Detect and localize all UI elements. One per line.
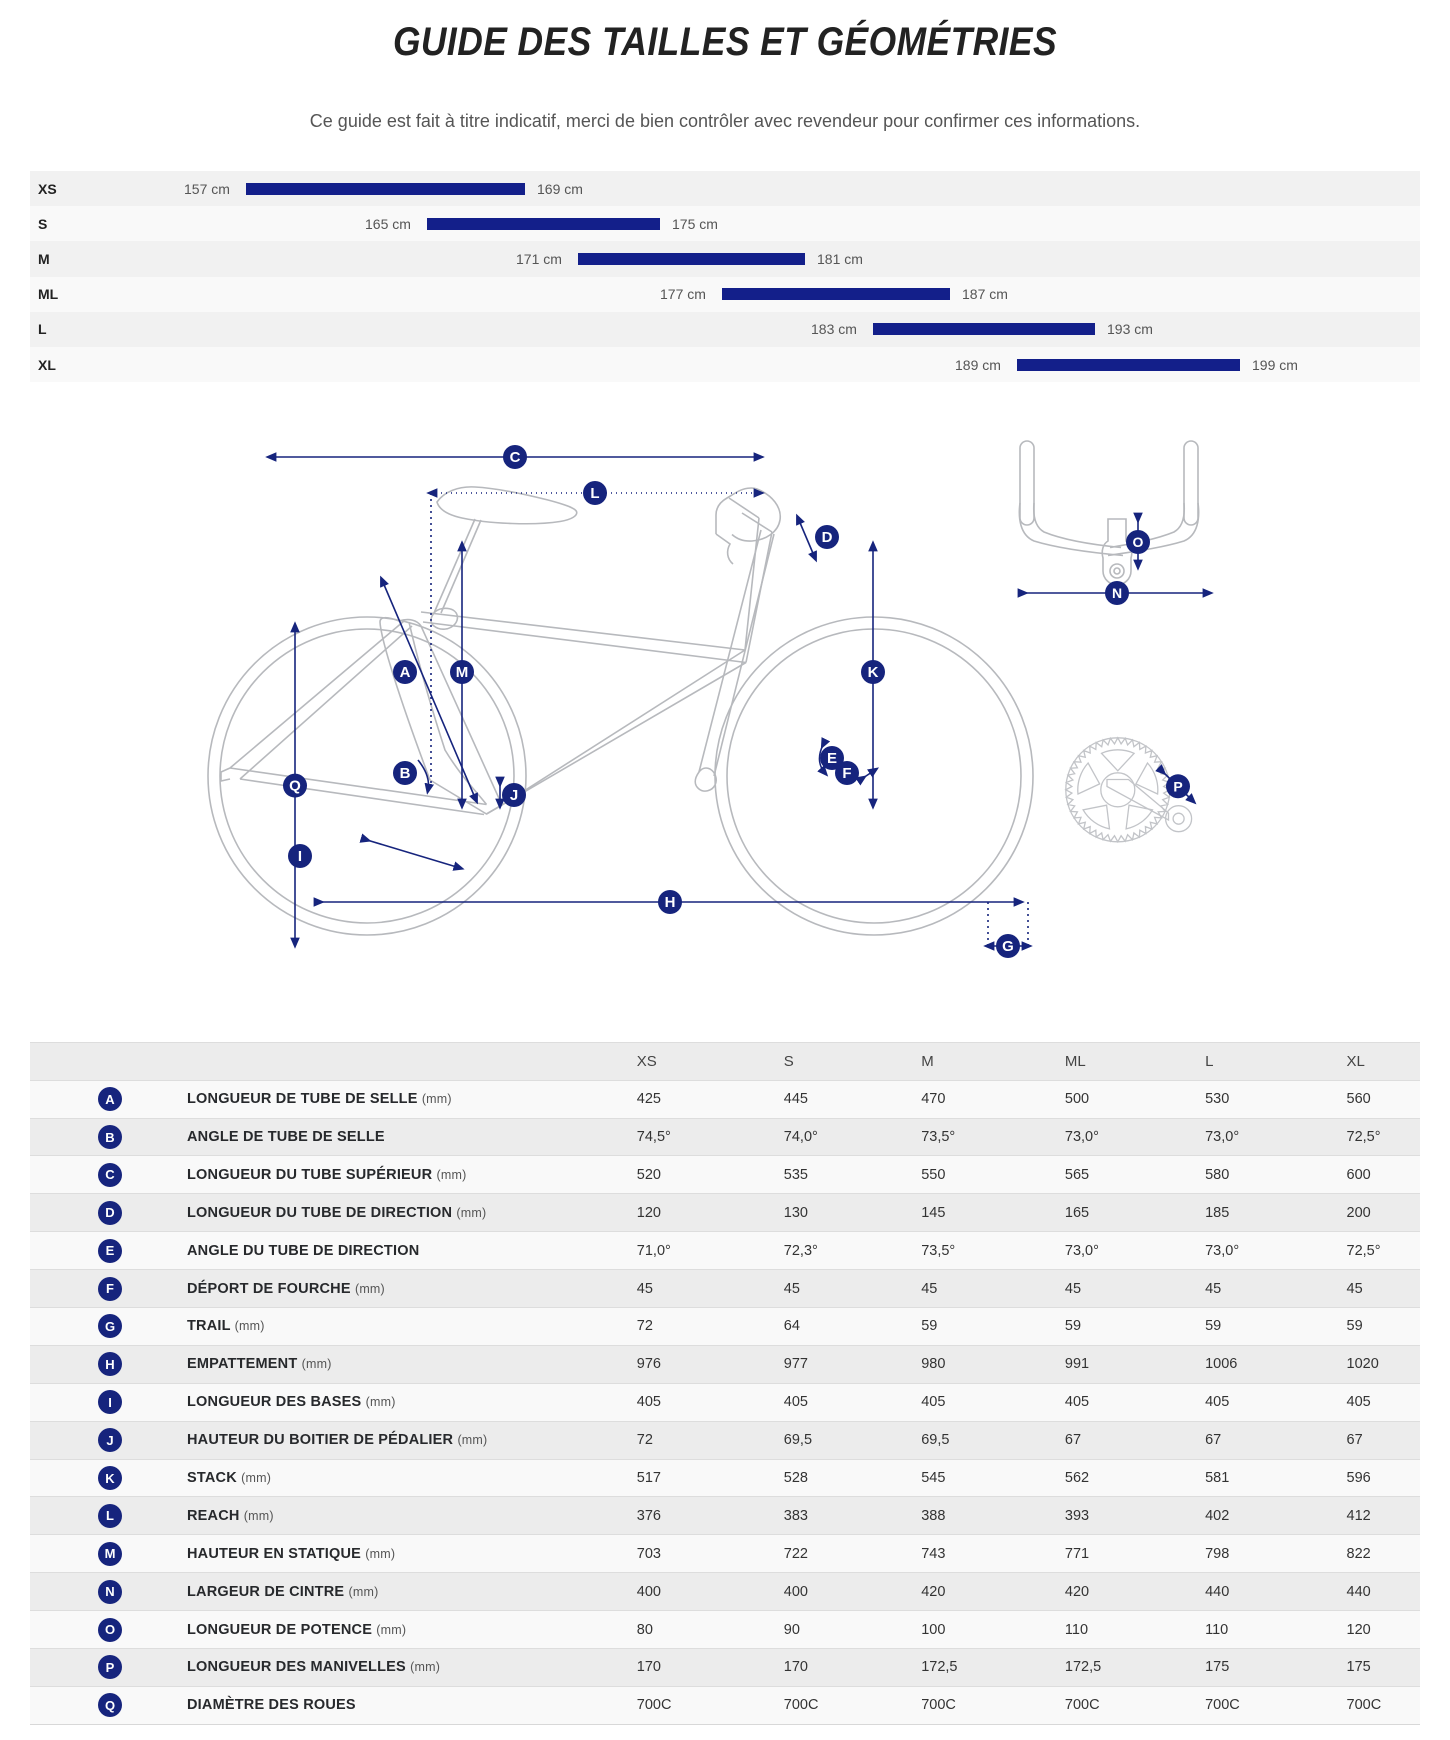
svg-text:G: G [1002, 938, 1014, 955]
svg-text:A: A [400, 664, 411, 681]
svg-text:N: N [1112, 585, 1122, 601]
svg-text:I: I [298, 848, 302, 865]
svg-text:H: H [665, 894, 676, 911]
svg-text:P: P [1173, 778, 1182, 794]
svg-text:B: B [400, 765, 411, 782]
svg-text:K: K [868, 664, 879, 681]
svg-text:E: E [827, 750, 837, 767]
svg-text:L: L [590, 485, 599, 502]
svg-text:J: J [510, 787, 518, 804]
svg-text:M: M [456, 664, 469, 681]
svg-text:F: F [842, 765, 851, 782]
svg-text:O: O [1133, 534, 1144, 550]
svg-text:Q: Q [289, 778, 301, 795]
svg-text:C: C [510, 449, 521, 466]
svg-text:D: D [822, 529, 833, 546]
